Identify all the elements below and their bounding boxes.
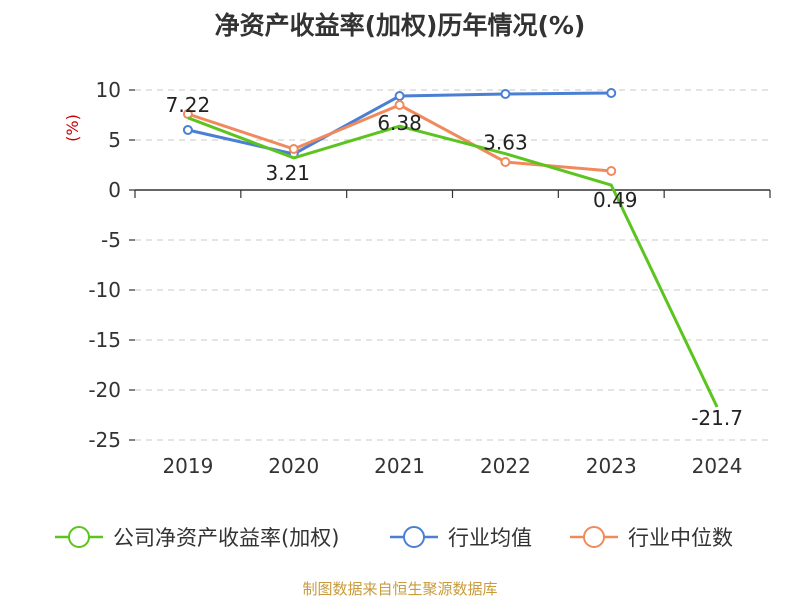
y-tick-label: 10 <box>96 78 121 102</box>
data-label: 3.21 <box>265 161 310 185</box>
legend-label: 行业均值 <box>448 526 532 550</box>
chart-title: 净资产收益率(加权)历年情况(%) <box>215 11 586 40</box>
x-tick-label: 2023 <box>586 454 637 478</box>
legend-marker <box>583 526 605 548</box>
x-axis-ticks: 2019 2020 2021 2022 2023 2024 <box>134 190 771 478</box>
series-point <box>288 144 299 154</box>
y-tick-label: 0 <box>108 178 121 202</box>
data-label: -21.7 <box>691 406 743 430</box>
y-tick-label: -15 <box>88 328 121 352</box>
y-tick-label: -10 <box>88 278 121 302</box>
legend: 公司净资产收益率(加权) 行业均值 行业中位数 <box>55 526 733 550</box>
series-point <box>606 166 617 176</box>
data-label: 3.63 <box>483 131 528 155</box>
legend-label: 行业中位数 <box>628 526 733 550</box>
series-point <box>500 157 511 167</box>
y-tick-label: -20 <box>88 378 121 402</box>
series-lines <box>182 88 719 408</box>
data-label: 0.49 <box>593 188 638 212</box>
legend-marker <box>403 526 425 548</box>
series-point <box>394 91 405 101</box>
series-point <box>606 88 617 98</box>
y-axis-ticks: 10 5 0 -5 -10 -15 -20 -25 <box>88 78 135 452</box>
series-point <box>394 100 405 110</box>
data-label: 6.38 <box>377 111 422 135</box>
x-tick-label: 2022 <box>480 454 531 478</box>
series-point <box>182 125 193 135</box>
x-tick-label: 2021 <box>374 454 425 478</box>
legend-marker <box>68 526 90 548</box>
series-point <box>500 89 511 99</box>
x-tick-label: 2024 <box>692 454 743 478</box>
y-tick-label: 5 <box>108 128 121 152</box>
y-tick-label: -25 <box>88 428 121 452</box>
legend-label: 公司净资产收益率(加权) <box>113 526 339 550</box>
data-labels: 7.22 3.21 6.38 3.63 0.49 -21.7 <box>166 93 743 430</box>
data-label: 7.22 <box>166 93 211 117</box>
y-axis-label: (%) <box>63 114 82 142</box>
source-note: 制图数据来自恒生聚源数据库 <box>302 580 497 598</box>
series-line <box>187 116 719 408</box>
x-tick-label: 2019 <box>162 454 213 478</box>
x-tick-label: 2020 <box>268 454 319 478</box>
y-tick-label: -5 <box>101 228 121 252</box>
grid <box>135 89 770 441</box>
